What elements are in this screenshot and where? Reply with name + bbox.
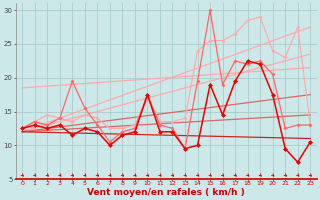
X-axis label: Vent moyen/en rafales ( km/h ): Vent moyen/en rafales ( km/h ) <box>87 188 245 197</box>
